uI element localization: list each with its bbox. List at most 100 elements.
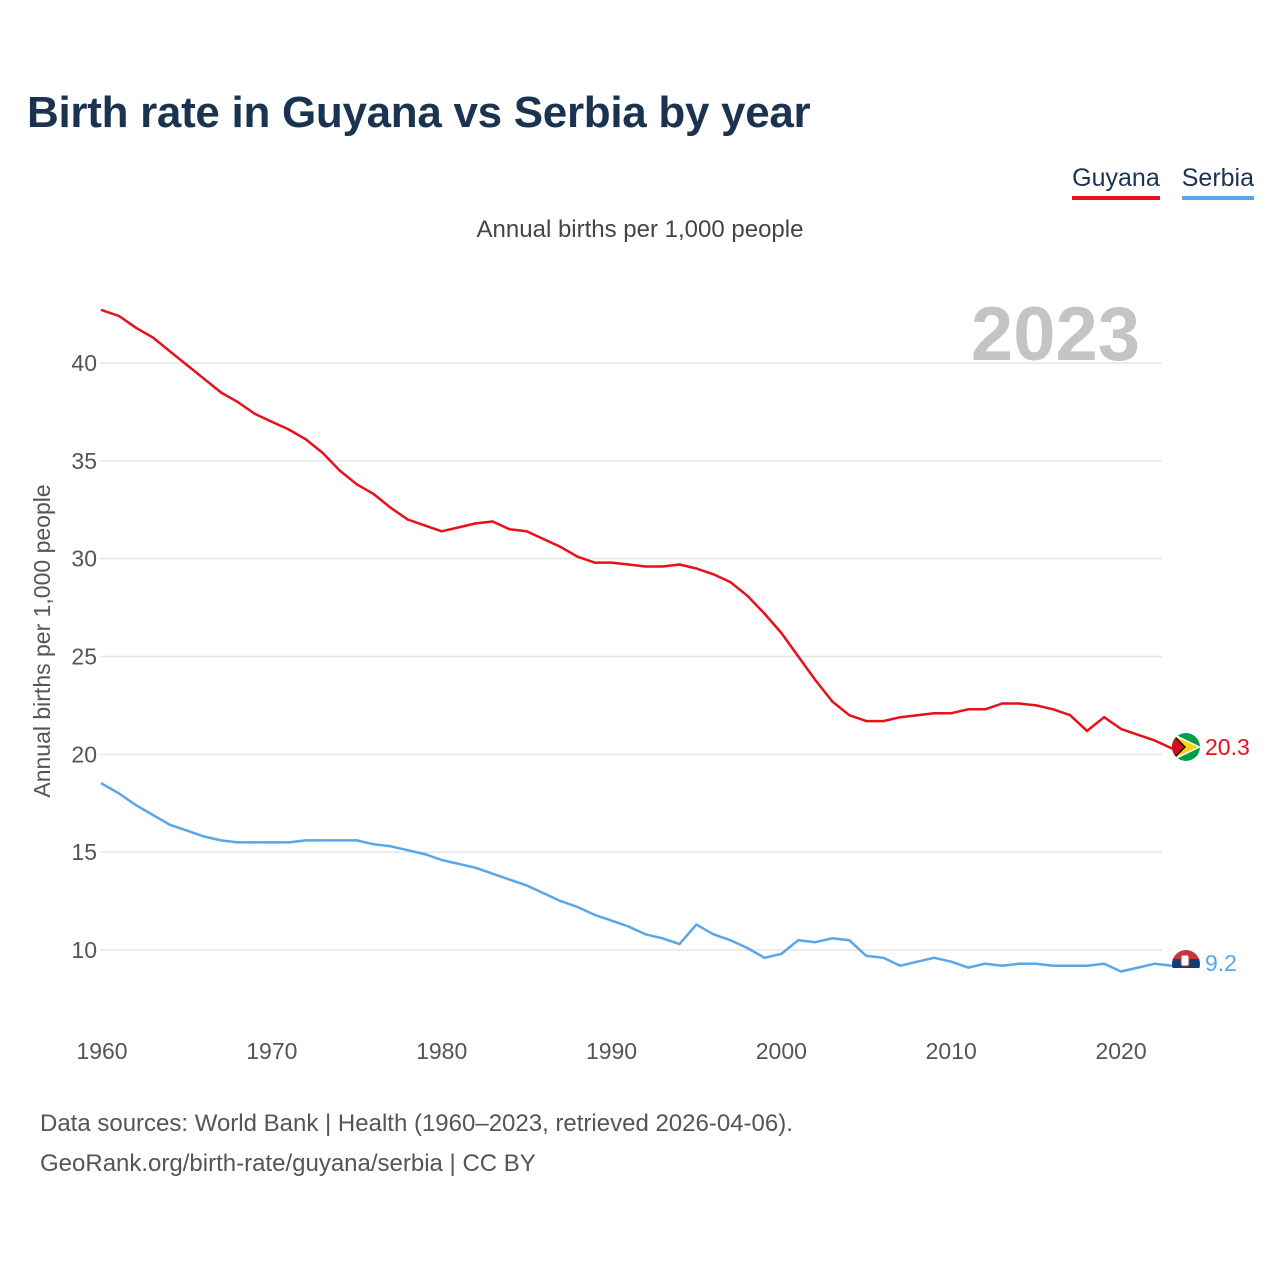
series-serbia: [100, 782, 1174, 973]
data-point: [389, 845, 392, 848]
data-point: [627, 563, 630, 566]
footer-source: Data sources: World Bank | Health (1960–…: [40, 1110, 793, 1137]
data-point: [423, 852, 426, 856]
series-guyana: [100, 308, 1174, 750]
data-point: [950, 712, 953, 715]
x-tick-label: 1960: [76, 1038, 127, 1064]
data-point: [525, 884, 528, 887]
data-point: [355, 839, 358, 842]
legend-item-guyana[interactable]: Guyana: [1072, 164, 1160, 200]
data-point: [1034, 962, 1038, 965]
end-value-guyana: 20.3: [1205, 734, 1250, 760]
data-point: [966, 708, 970, 711]
data-point: [916, 960, 919, 963]
y-tick-label: 40: [71, 350, 97, 376]
data-point: [983, 962, 987, 965]
data-point: [372, 492, 375, 496]
data-point: [1000, 964, 1004, 967]
data-point: [287, 841, 291, 844]
data-point: [729, 580, 732, 584]
data-point: [950, 960, 953, 963]
legend-item-serbia[interactable]: Serbia: [1181, 164, 1254, 200]
data-point: [559, 545, 562, 549]
data-point: [508, 878, 511, 881]
data-point: [1153, 739, 1157, 742]
footer-attribution[interactable]: GeoRank.org/birth-rate/guyana/serbia | C…: [40, 1150, 536, 1177]
data-point: [763, 612, 766, 615]
series-line-serbia[interactable]: [100, 782, 1174, 973]
data-point: [644, 933, 647, 936]
data-point: [253, 412, 257, 416]
data-point: [1085, 729, 1089, 733]
data-point: [729, 939, 732, 942]
data-point: [321, 451, 324, 455]
data-point: [661, 565, 664, 568]
data-point: [1153, 962, 1157, 965]
data-point: [576, 555, 579, 558]
data-point: [304, 839, 308, 842]
data-point: [100, 308, 104, 312]
data-point: [644, 565, 647, 568]
data-point: [1102, 962, 1106, 965]
data-point: [627, 925, 630, 928]
data-point: [610, 561, 613, 564]
data-point: [508, 528, 511, 531]
end-value-serbia: 9.2: [1205, 950, 1237, 976]
data-point: [1017, 702, 1021, 705]
data-point: [712, 933, 715, 936]
y-tick-label: 15: [71, 839, 97, 865]
data-point: [780, 952, 783, 956]
data-point: [797, 939, 800, 942]
data-point: [916, 714, 919, 717]
data-point: [966, 966, 970, 969]
data-point: [338, 469, 341, 472]
legend: Guyana Serbia: [1072, 164, 1254, 200]
data-point: [440, 858, 443, 862]
data-point: [253, 841, 257, 844]
data-point: [100, 782, 104, 785]
data-point: [168, 350, 172, 353]
data-point: [899, 964, 902, 967]
data-point: [542, 892, 545, 895]
data-point: [304, 438, 308, 441]
data-point: [525, 530, 528, 533]
data-point: [1000, 702, 1004, 705]
y-tick-label: 35: [71, 448, 97, 474]
data-point: [933, 712, 936, 715]
data-point: [1017, 962, 1021, 965]
data-point: [559, 899, 562, 903]
data-point: [593, 913, 596, 916]
data-point: [474, 522, 477, 525]
x-tick-label: 1970: [246, 1038, 297, 1064]
data-point: [355, 483, 358, 486]
data-point: [1034, 704, 1038, 707]
data-point: [185, 363, 189, 367]
data-point: [134, 804, 138, 807]
x-tick-label: 2020: [1095, 1038, 1146, 1064]
data-point: [865, 954, 868, 958]
y-tick-label: 25: [71, 644, 97, 670]
data-point: [542, 537, 545, 541]
data-point: [1136, 733, 1140, 736]
data-point: [678, 942, 681, 946]
data-point: [457, 862, 460, 866]
data-point: [746, 946, 749, 950]
series-line-guyana[interactable]: [100, 308, 1174, 750]
year-watermark: 2023: [971, 292, 1140, 377]
data-point: [202, 835, 206, 838]
data-point: [134, 326, 138, 329]
data-point: [270, 841, 274, 844]
chart-title: Birth rate in Guyana vs Serbia by year: [27, 88, 811, 137]
data-point: [1068, 964, 1072, 967]
data-point: [695, 923, 698, 926]
data-point: [406, 849, 409, 852]
data-point: [1119, 727, 1123, 731]
data-point: [814, 940, 817, 944]
data-point: [372, 843, 375, 846]
data-point: [1068, 714, 1072, 717]
data-point: [797, 655, 800, 658]
y-tick-label: 10: [71, 937, 97, 963]
data-point: [678, 563, 681, 566]
data-point: [406, 518, 409, 521]
data-point: [763, 956, 766, 960]
